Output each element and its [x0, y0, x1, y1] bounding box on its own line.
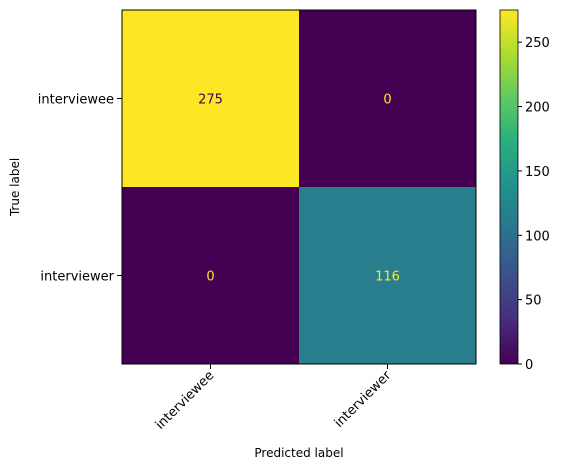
heatmap-value-labels: 275 0 0 116 [198, 93, 400, 285]
colorbar [499, 9, 519, 365]
y-tick-label: interviewee [38, 93, 114, 108]
heatmap-cell [122, 10, 300, 188]
plot-frame [121, 9, 477, 365]
heatmap-cell [299, 187, 477, 365]
colorbar-tick-label: 150 [525, 165, 550, 180]
colorbar-ticks: 0 50 100 150 200 250 [518, 36, 550, 373]
colorbar-tick-label: 250 [525, 36, 550, 51]
colorbar-tick-label: 100 [525, 229, 550, 244]
heatmap-cells [122, 10, 477, 365]
cell-value-label: 116 [375, 270, 400, 285]
colorbar-tick-label: 200 [525, 101, 550, 116]
cell-value-label: 275 [198, 93, 223, 108]
x-tick-label: interviewer [332, 368, 395, 431]
heatmap-cell [122, 187, 300, 365]
x-axis-ticks: interviewee interviewer [153, 364, 395, 433]
cell-value-label: 0 [383, 93, 391, 108]
y-axis-ticks: interviewee interviewer [38, 93, 122, 285]
x-axis-title: Predicted label [254, 446, 343, 460]
colorbar-tick-label: 0 [525, 358, 533, 373]
y-tick-label: interviewer [40, 270, 114, 285]
heatmap-cell [299, 10, 477, 188]
cell-value-label: 0 [206, 270, 214, 285]
colorbar-tick-label: 50 [525, 294, 542, 309]
y-axis-title: True label [8, 158, 22, 217]
x-tick-label: interviewee [153, 368, 218, 433]
